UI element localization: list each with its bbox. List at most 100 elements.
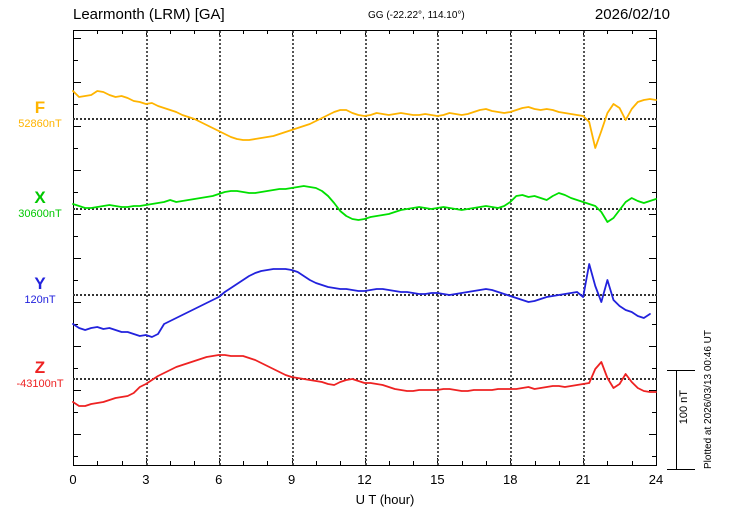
- x-axis-tick: [388, 30, 390, 34]
- trace-baseline-f: 52860nT: [18, 117, 62, 130]
- x-axis-tick-bottom: [631, 461, 633, 465]
- y-axis-tick: [74, 104, 78, 105]
- y-axis-tick: [74, 236, 78, 237]
- x-axis-tick-bottom: [340, 461, 342, 465]
- y-axis-tick: [74, 38, 81, 39]
- y-axis-tick-right: [649, 170, 656, 171]
- x-axis-tick: [170, 30, 172, 34]
- trace-baseline-y: 120nT: [24, 293, 56, 306]
- y-axis-tick: [74, 126, 81, 127]
- y-axis-tick: [74, 148, 78, 149]
- y-axis-tick: [74, 192, 78, 193]
- scale-bar: 100 nT: [667, 370, 702, 470]
- axis-bottom: [73, 465, 657, 466]
- y-axis-tick-right: [652, 60, 656, 61]
- scale-bar-cap-top: [667, 370, 695, 371]
- y-axis-tick-right: [649, 302, 656, 303]
- x-axis-tick-label: 3: [142, 472, 150, 487]
- y-axis-tick: [74, 434, 81, 435]
- y-axis-tick-right: [652, 236, 656, 237]
- axis-right: [656, 30, 657, 466]
- y-axis-tick-right: [649, 38, 656, 39]
- x-axis-tick: [485, 30, 487, 34]
- x-axis-tick-bottom: [607, 461, 609, 465]
- x-axis-tick-bottom: [194, 461, 196, 465]
- y-axis-tick-right: [652, 148, 656, 149]
- trace-label-f: F 52860nT: [10, 98, 70, 130]
- x-axis-tick-bottom: [534, 461, 536, 465]
- trace-symbol-x: X: [34, 188, 46, 207]
- x-axis-tick: [631, 30, 633, 34]
- y-axis-tick: [74, 82, 81, 83]
- y-axis-tick-right: [652, 412, 656, 413]
- x-axis-tick-label: 12: [357, 472, 372, 487]
- x-axis-tick: [413, 30, 415, 34]
- trace-symbol-f: F: [34, 98, 46, 117]
- trace-symbol-y: Y: [34, 274, 46, 293]
- x-axis-tick: [461, 30, 463, 34]
- x-axis-tick-bottom: [485, 461, 487, 465]
- x-axis-tick-bottom: [558, 461, 560, 465]
- x-axis-tick: [73, 30, 74, 37]
- page-title: Learmonth (LRM) [GA]: [73, 6, 225, 23]
- trace-curves: [72, 90, 657, 407]
- gridline-vertical: [218, 31, 221, 465]
- y-axis-tick-right: [652, 104, 656, 105]
- x-axis-tick-bottom: [315, 461, 317, 465]
- y-axis-tick-right: [652, 192, 656, 193]
- y-axis-tick-right: [652, 280, 656, 281]
- trace-baseline-z: -43100nT: [16, 377, 64, 390]
- x-axis-title: U T (hour): [0, 492, 730, 507]
- baseline-x: [73, 208, 657, 210]
- x-axis-tick: [243, 30, 245, 34]
- x-axis-tick-bottom: [656, 458, 657, 465]
- geographic-coordinates: GG (-22.22°, 114.10°): [368, 10, 465, 21]
- gridline-vertical: [437, 31, 440, 465]
- y-axis-tick: [74, 324, 78, 325]
- x-axis-tick-label: 18: [503, 472, 518, 487]
- x-axis-tick-bottom: [170, 461, 172, 465]
- y-axis-tick: [74, 60, 78, 61]
- y-axis-tick-right: [649, 346, 656, 347]
- x-axis-tick-bottom: [73, 458, 74, 465]
- x-axis-tick: [558, 30, 560, 34]
- x-axis-tick-bottom: [267, 461, 269, 465]
- y-axis-tick-right: [649, 214, 656, 215]
- baseline-y: [73, 294, 657, 296]
- magnetogram-plot-area: [72, 30, 657, 466]
- x-axis-tick-label: 0: [69, 472, 77, 487]
- x-axis-tick: [607, 30, 609, 34]
- x-axis-tick-bottom: [243, 461, 245, 465]
- x-axis-tick-bottom: [121, 461, 123, 465]
- x-axis-tick-label: 9: [288, 472, 296, 487]
- scale-bar-label: 100 nT: [678, 390, 690, 425]
- x-axis-tick-label: 21: [575, 472, 591, 487]
- y-axis-tick: [74, 170, 81, 171]
- y-axis-tick-right: [649, 434, 656, 435]
- x-axis-tick-bottom: [461, 461, 463, 465]
- x-axis-tick: [534, 30, 536, 34]
- gridline-vertical: [364, 31, 367, 465]
- y-axis-tick-right: [649, 126, 656, 127]
- y-axis-tick-right: [649, 390, 656, 391]
- x-axis-tick-label: 24: [648, 472, 664, 487]
- y-axis-tick-right: [652, 456, 656, 457]
- x-axis-tick: [340, 30, 342, 34]
- trace-path-x: [72, 185, 657, 223]
- x-axis-tick: [97, 30, 99, 34]
- y-axis-tick: [74, 280, 78, 281]
- scale-bar-line: [676, 370, 677, 470]
- gridline-vertical: [510, 31, 513, 465]
- y-axis-tick-right: [649, 258, 656, 259]
- gridline-vertical: [145, 31, 148, 465]
- x-axis-tick-label: 15: [430, 472, 445, 487]
- gridline-vertical: [583, 31, 586, 465]
- y-axis-tick: [74, 412, 78, 413]
- y-axis-tick: [74, 258, 81, 259]
- x-axis-tick-bottom: [388, 461, 390, 465]
- y-axis-tick: [74, 302, 81, 303]
- trace-symbol-z: Z: [34, 358, 46, 377]
- axis-left: [73, 30, 74, 466]
- trace-label-z: Z -43100nT: [6, 358, 74, 390]
- x-axis-title-text: U T (hour): [355, 492, 415, 507]
